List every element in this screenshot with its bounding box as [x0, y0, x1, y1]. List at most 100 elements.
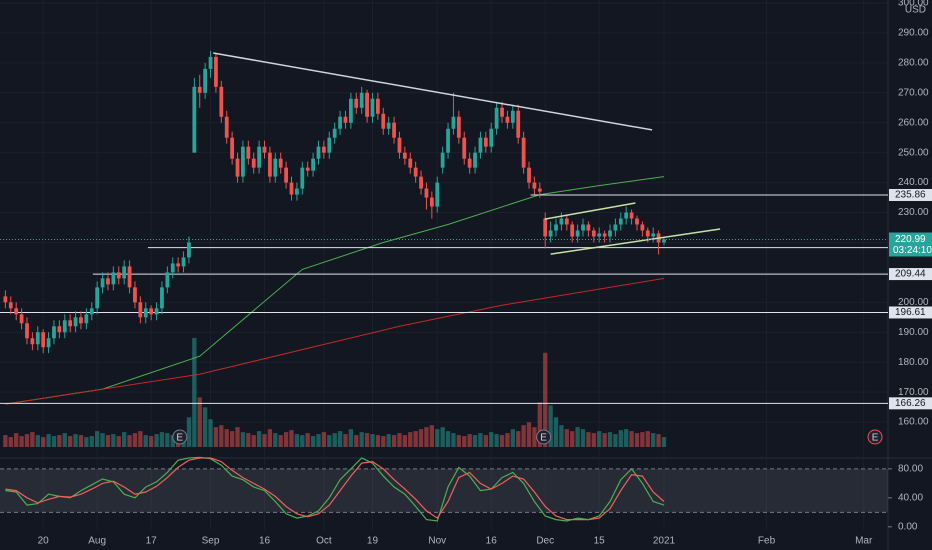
candle-body [311, 158, 315, 171]
y-tick-label: 180.00 [898, 357, 929, 368]
y-tick-label: 280.00 [898, 58, 929, 69]
volume-bar [305, 433, 310, 447]
candle-body [419, 176, 423, 189]
y-tick-label: 240.00 [898, 177, 929, 188]
candle-body [429, 197, 434, 207]
volume-bar [105, 435, 111, 447]
candle-body [295, 188, 299, 195]
y-tick-label: 290.00 [898, 28, 929, 39]
moving-average [5, 176, 665, 405]
volume-bar [148, 436, 154, 447]
volume-bar [462, 436, 467, 447]
candle-body [662, 239, 666, 243]
volume-bar [208, 419, 213, 447]
candle-body [52, 326, 56, 339]
trendline [544, 202, 636, 220]
y-tick-label: 250.00 [898, 147, 929, 158]
x-tick-label: 17 [146, 536, 158, 547]
volume-bar [634, 433, 640, 447]
volume-bar [51, 436, 57, 447]
oscillator-tick-label: 80.00 [898, 464, 923, 475]
volume-bar [68, 436, 73, 447]
volume-bar [440, 427, 445, 447]
volume-bar [526, 422, 532, 447]
candle-body [30, 338, 35, 345]
volume-bar [327, 435, 332, 447]
oscillator-line [5, 456, 665, 522]
volume-bar [192, 337, 197, 447]
candle-body [348, 98, 353, 123]
candle-body [273, 158, 278, 177]
candle-body [510, 110, 515, 123]
volume-bar [186, 417, 192, 447]
candle-body [68, 320, 73, 327]
volume-bar [656, 434, 661, 447]
volume-bar [607, 432, 613, 447]
candle-body [214, 56, 218, 87]
currency: USD [905, 5, 926, 16]
volume-bar [57, 435, 62, 447]
candle-body [89, 308, 94, 315]
candle-body [527, 167, 531, 183]
volume-bar [41, 437, 46, 447]
candle-body [257, 146, 262, 168]
candle-body [597, 233, 602, 237]
countdown: 03:24:10 [893, 245, 932, 256]
volume-bar [35, 435, 40, 447]
volume-bar [413, 431, 418, 447]
candle-body [500, 107, 504, 117]
volume-bar [316, 434, 321, 447]
candle-body [192, 86, 197, 153]
candle-body [629, 212, 634, 219]
volume-bar [510, 429, 515, 447]
candle-body [262, 146, 267, 153]
volume-bar [100, 433, 105, 447]
volume-bar [95, 431, 100, 447]
candle-body [127, 266, 132, 288]
x-tick-label: 16 [486, 536, 498, 547]
volume-bar [354, 435, 359, 447]
x-tick-label: 16 [259, 536, 271, 547]
candle-body [305, 167, 310, 171]
volume-bar [586, 432, 591, 447]
candle-body [505, 116, 510, 123]
candle-body [581, 224, 585, 231]
volume-bar [640, 432, 645, 447]
candle-body [251, 158, 256, 168]
x-tick-label: Aug [88, 536, 106, 547]
volume-bar [629, 431, 634, 447]
candle-body [268, 152, 272, 177]
volume-bar [559, 425, 564, 447]
x-tick-label: Mar [855, 536, 873, 547]
x-tick-label: 15 [594, 536, 606, 547]
volume-bar [143, 435, 148, 447]
candle-body [375, 98, 380, 114]
volume-bar [418, 429, 424, 447]
volume-bar [219, 425, 224, 447]
level-label: 166.26 [895, 398, 926, 409]
volume-bar [478, 433, 483, 447]
candle-body [73, 317, 78, 327]
event-label: E [872, 433, 879, 444]
y-tick-label: 170.00 [898, 387, 929, 398]
y-tick-label: 270.00 [898, 87, 929, 98]
candle-body [645, 230, 650, 237]
volume-bar [197, 397, 202, 447]
candle-body [473, 152, 477, 168]
y-tick-label: 190.00 [898, 327, 929, 338]
candle-body [116, 272, 121, 279]
candle-body [332, 128, 337, 138]
level-label: 209.44 [895, 269, 926, 280]
candle-body [451, 116, 456, 129]
candle-body [122, 266, 127, 279]
candle-body [392, 122, 396, 138]
volume-bar [62, 433, 67, 447]
candle-body [149, 308, 154, 315]
level-label-box [889, 268, 932, 281]
volume-bar [127, 435, 132, 447]
candle-body [197, 86, 202, 93]
candle-body [651, 233, 656, 237]
volume-bar [553, 417, 559, 447]
volume-bar [154, 434, 159, 447]
candle-body [586, 224, 591, 231]
